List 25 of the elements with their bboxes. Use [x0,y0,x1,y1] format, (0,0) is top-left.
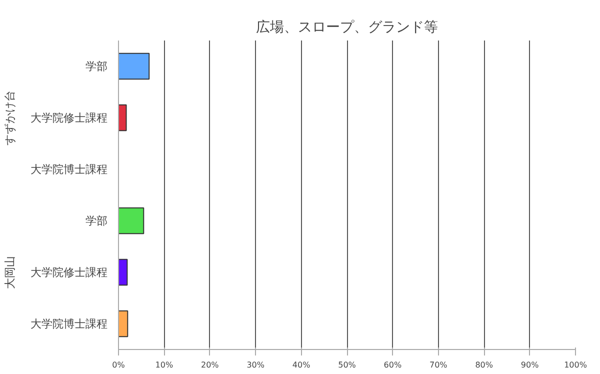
text: 大岡山 [4,256,16,289]
y-tick-label: 学部 [86,60,108,73]
x-tick-label: 100% [564,360,588,370]
x-tick-label: 50% [338,360,356,370]
x-tick-label: 70% [430,360,448,370]
y-tick-label: 大学院修士課程 [30,111,108,124]
x-tick-label: 40% [292,360,311,370]
x-tick-label: 10% [155,360,174,370]
y-tick-label: 大学院博士課程 [30,162,108,176]
bar [118,207,144,234]
chart-title: 広場、スロープ、グランド等 [256,20,438,36]
x-tick-label: 20% [201,360,220,370]
x-tick-label: 60% [384,360,402,370]
bar [118,104,127,132]
x-tick-label: 0% [112,360,126,370]
bar [118,310,128,338]
bar [118,258,128,286]
y-tick-label: 大学院修士課程 [30,266,108,279]
text: すずかけ台 [4,90,16,146]
x-tick-label: 90% [520,360,540,370]
y-tick-label: 大学院博士課程 [30,317,108,330]
bar [118,52,150,80]
x-tick-label: 80% [475,360,494,370]
x-tick-label: 30% [246,360,265,370]
y-tick-label: 学部 [86,214,108,228]
